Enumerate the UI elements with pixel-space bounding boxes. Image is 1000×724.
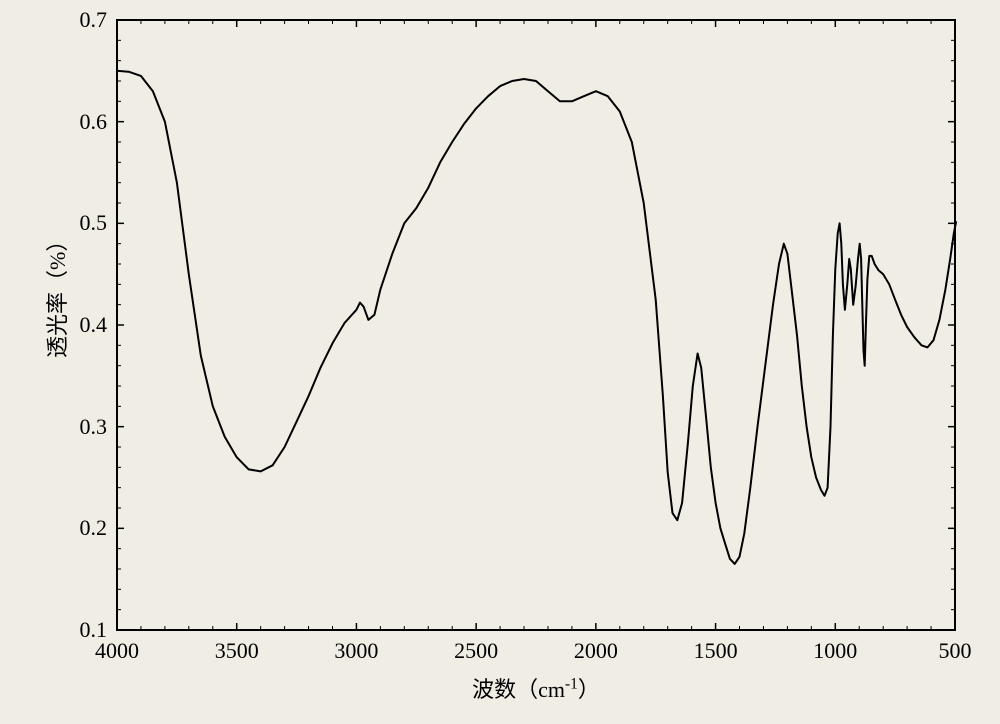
y-tick-label: 0.2 — [62, 515, 107, 541]
x-tick-label: 3500 — [197, 638, 277, 664]
x-tick-label: 1000 — [795, 638, 875, 664]
transmittance-line — [117, 71, 956, 564]
y-axis-title: 透光率（%） — [40, 230, 72, 358]
x-tick-label: 2000 — [556, 638, 636, 664]
x-axis-title: 波数（cm-1） — [416, 672, 656, 704]
plot-box — [117, 20, 955, 630]
x-tick-label: 2500 — [436, 638, 516, 664]
y-tick-label: 0.3 — [62, 414, 107, 440]
x-tick-label: 4000 — [77, 638, 157, 664]
y-tick-label: 0.6 — [62, 109, 107, 135]
ir-spectrum-chart — [0, 0, 1000, 724]
chart-root: { "canvas_px": { "width": 1000, "height"… — [0, 0, 1000, 724]
x-tick-label: 500 — [915, 638, 995, 664]
x-tick-label: 3000 — [316, 638, 396, 664]
y-tick-label: 0.7 — [62, 7, 107, 33]
x-tick-label: 1500 — [676, 638, 756, 664]
